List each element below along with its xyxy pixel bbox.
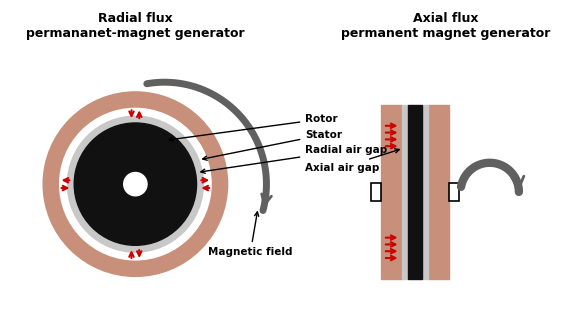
Text: Magnetic field: Magnetic field <box>208 212 293 257</box>
Text: Stator: Stator <box>203 130 342 160</box>
Bar <box>449 183 458 201</box>
Text: Axial flux
permanent magnet generator: Axial flux permanent magnet generator <box>342 12 551 40</box>
Circle shape <box>60 109 211 260</box>
Bar <box>381 104 403 279</box>
Circle shape <box>43 92 228 276</box>
Circle shape <box>74 123 196 245</box>
Circle shape <box>67 116 203 252</box>
Text: Radial flux
permananet-magnet generator: Radial flux permananet-magnet generator <box>26 12 245 40</box>
Bar <box>372 183 381 201</box>
Text: Axial air gap: Axial air gap <box>305 149 399 173</box>
Text: Radial air gap: Radial air gap <box>201 145 388 173</box>
Text: Rotor: Rotor <box>169 114 338 142</box>
Circle shape <box>124 173 147 196</box>
Bar <box>408 104 422 279</box>
Bar <box>427 104 449 279</box>
Bar <box>422 104 427 279</box>
Bar <box>403 104 408 279</box>
